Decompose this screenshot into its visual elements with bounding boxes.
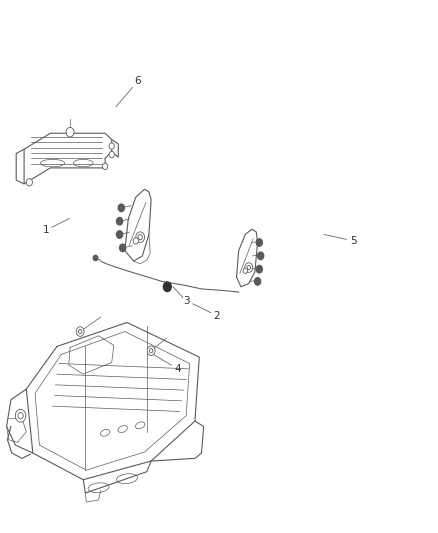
Circle shape [118, 204, 124, 212]
Circle shape [147, 346, 155, 356]
Circle shape [26, 179, 32, 186]
Text: 4: 4 [174, 364, 181, 374]
Circle shape [78, 329, 82, 334]
Circle shape [76, 327, 84, 336]
Circle shape [117, 231, 123, 238]
Text: 2: 2 [213, 311, 220, 320]
Circle shape [243, 268, 247, 273]
Text: 3: 3 [183, 296, 190, 306]
Text: 1: 1 [42, 225, 49, 235]
Circle shape [136, 232, 145, 243]
Circle shape [258, 252, 264, 260]
Circle shape [120, 244, 126, 252]
Circle shape [93, 255, 98, 261]
Circle shape [109, 143, 114, 149]
Circle shape [149, 349, 153, 353]
Circle shape [66, 127, 74, 137]
Text: 6: 6 [134, 76, 141, 86]
Circle shape [256, 265, 262, 273]
Text: 5: 5 [350, 236, 357, 246]
Circle shape [109, 151, 114, 158]
Circle shape [117, 217, 123, 225]
Circle shape [254, 278, 261, 285]
Circle shape [138, 235, 142, 240]
Circle shape [133, 238, 138, 244]
Circle shape [247, 265, 251, 270]
Circle shape [245, 263, 253, 272]
Circle shape [163, 282, 171, 292]
Circle shape [256, 239, 262, 246]
Circle shape [15, 409, 26, 422]
Circle shape [102, 163, 108, 169]
Circle shape [18, 413, 23, 419]
